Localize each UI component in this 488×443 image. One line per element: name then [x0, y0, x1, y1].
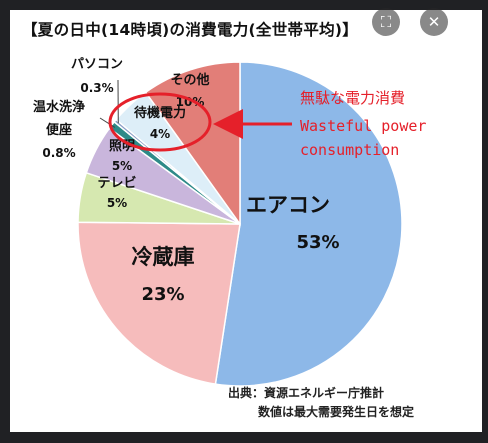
- source-line-1: 出典：資源エネルギー庁推計: [228, 386, 385, 400]
- source-line-2: 数値は最大需要発生日を想定: [258, 405, 415, 419]
- slice-6-name-label: パソコン: [71, 57, 123, 72]
- slice-1-name-label: エアコン: [246, 193, 330, 217]
- pie-slice-2: [77, 221, 241, 385]
- slice-5-value-label: 0.8%: [42, 146, 75, 160]
- fullscreen-icon[interactable]: ⛶: [372, 8, 400, 36]
- slice-5-name-label-1: 便座: [46, 122, 72, 138]
- slice-6-value-label: 0.3%: [80, 81, 113, 95]
- annotation-en-line2: consumption: [300, 141, 399, 159]
- pie-slice-1: [214, 61, 403, 387]
- slice-4-value-label: 5%: [112, 159, 132, 173]
- slice-7-value-label: 4%: [150, 127, 170, 141]
- slice-1-value-label: 53%: [296, 232, 339, 253]
- close-icon[interactable]: ✕: [420, 8, 448, 36]
- slice-8-name-label: その他: [170, 72, 209, 88]
- slice-3-value-label: 5%: [107, 196, 127, 210]
- slice-2-name-label: 冷蔵庫: [132, 245, 195, 269]
- annotation-en-line1: Wasteful power: [300, 117, 426, 135]
- slice-2-value-label: 23%: [141, 284, 184, 305]
- standby-power-highlight-ellipse: [108, 92, 212, 152]
- annotation-jp-text: 無駄な電力消費: [300, 89, 405, 107]
- slice-5-name-label-0: 温水洗浄: [33, 99, 85, 115]
- chart-title: 【夏の日中(14時頃)の消費電力(全世帯平均)】: [22, 21, 359, 39]
- slice-3-name-label: テレビ: [97, 175, 136, 191]
- leader-line-5: [99, 117, 116, 128]
- slice-7-name-label: 待機電力: [133, 105, 186, 121]
